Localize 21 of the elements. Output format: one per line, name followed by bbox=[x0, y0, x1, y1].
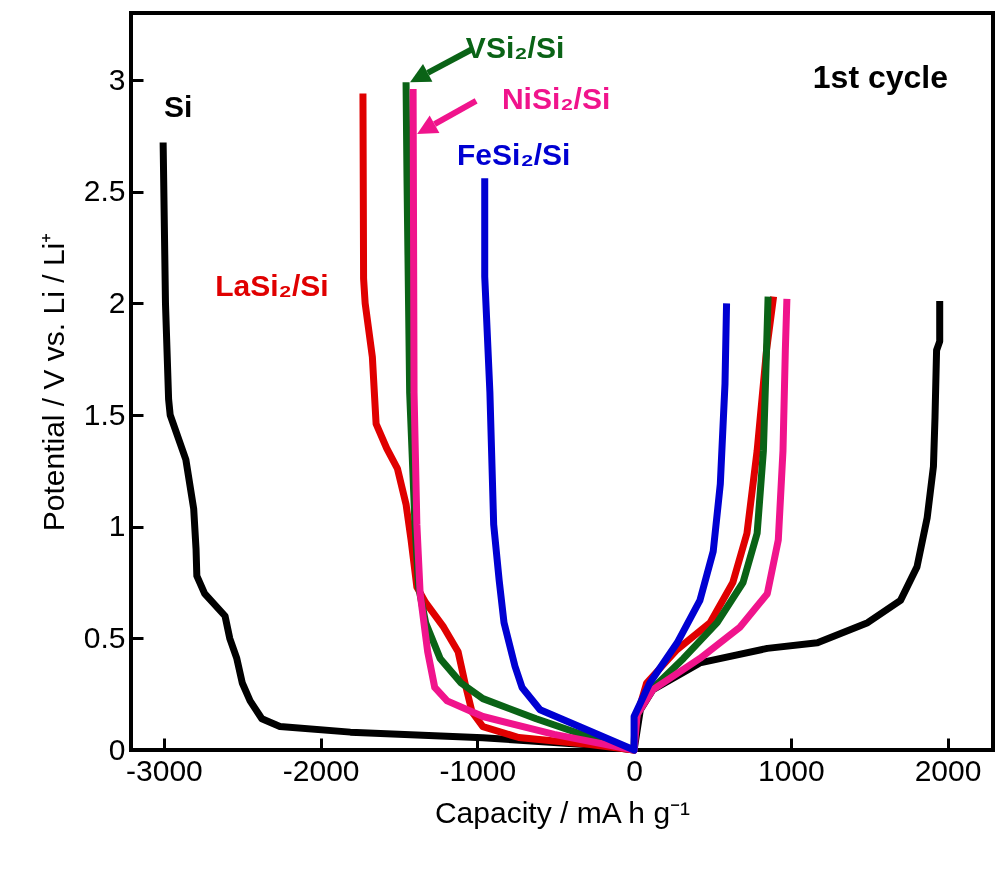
series-label: Si bbox=[163, 89, 193, 123]
x-tick-label: 1000 bbox=[757, 753, 825, 787]
legend-label: NiSi₂/Si bbox=[501, 81, 611, 115]
annotation: 1st cycle bbox=[812, 59, 948, 95]
y-tick-label: 1.5 bbox=[83, 397, 126, 431]
y-tick-label: 1 bbox=[108, 509, 126, 543]
x-tick-label: -2000 bbox=[282, 753, 360, 787]
x-axis-title: Capacity / mA h g⁻¹ bbox=[434, 795, 691, 829]
x-tick-label: 0 bbox=[626, 753, 643, 787]
x-tick-label: -3000 bbox=[126, 753, 203, 787]
y-axis-title: Potential / V vs. Li / Li⁺ bbox=[36, 232, 70, 532]
y-tick-label: 0 bbox=[108, 732, 126, 766]
y-tick-label: 2.5 bbox=[83, 174, 126, 208]
x-tick-label: -1000 bbox=[439, 753, 517, 787]
y-tick-label: 2 bbox=[108, 285, 126, 319]
y-tick-label: 3 bbox=[108, 62, 126, 96]
series-label: LaSi₂/Si bbox=[215, 269, 329, 303]
x-tick-label: 2000 bbox=[914, 753, 982, 787]
series-label: FeSi₂/Si bbox=[457, 138, 571, 172]
legend-label: VSi₂/Si bbox=[465, 31, 565, 65]
y-tick-label: 0.5 bbox=[83, 620, 126, 654]
